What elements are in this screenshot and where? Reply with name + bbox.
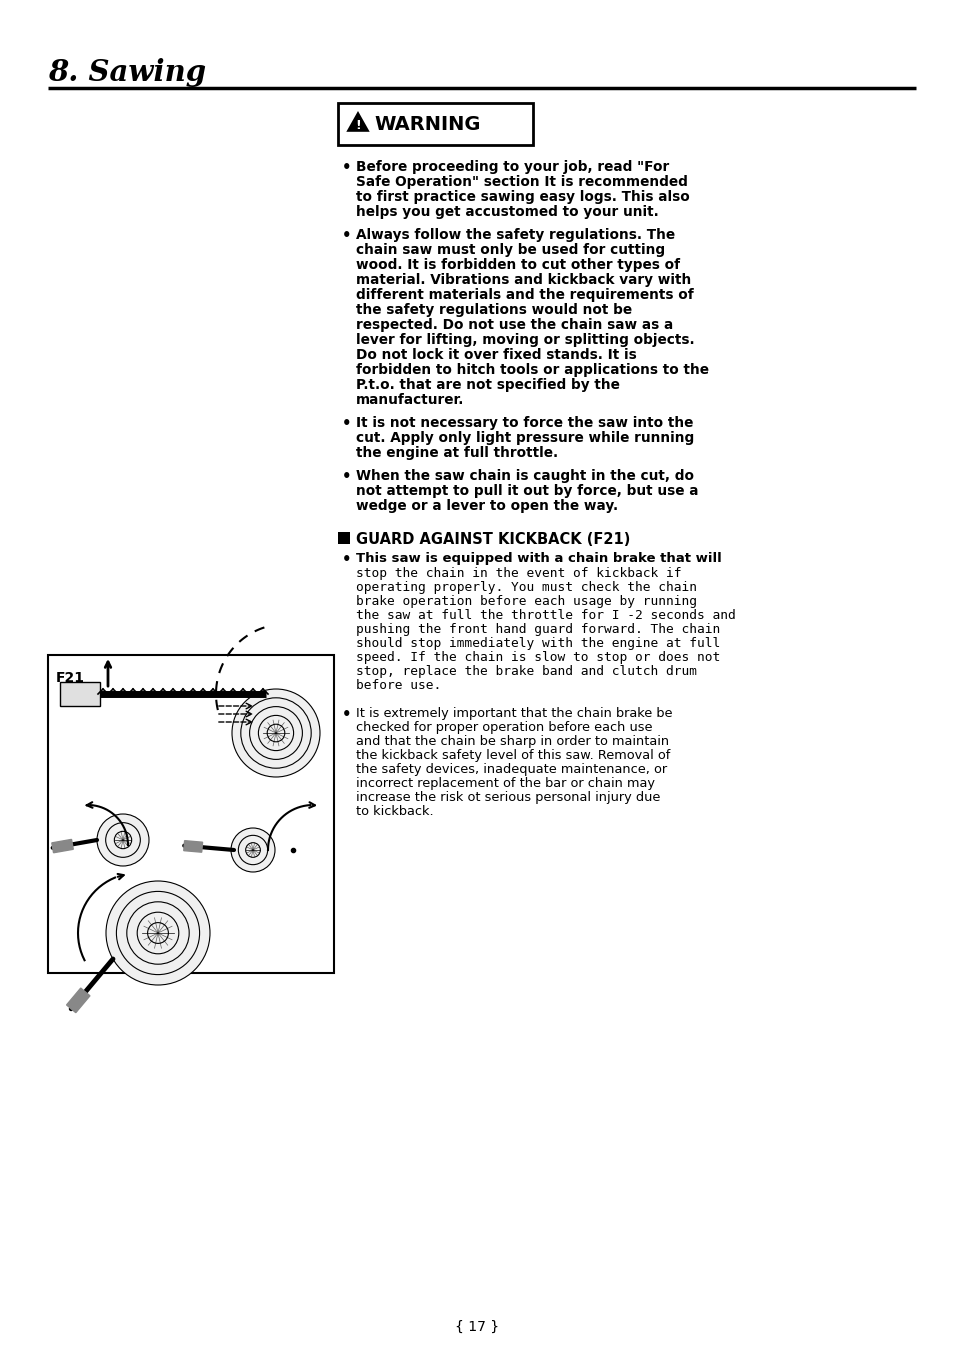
Text: cut. Apply only light pressure while running: cut. Apply only light pressure while run… <box>355 431 694 445</box>
Text: Always follow the safety regulations. The: Always follow the safety regulations. Th… <box>355 228 675 243</box>
Circle shape <box>231 828 274 872</box>
Bar <box>60 682 100 706</box>
Text: manufacturer.: manufacturer. <box>355 394 464 407</box>
Text: 8. Sawing: 8. Sawing <box>48 58 206 88</box>
Text: brake operation before each usage by running: brake operation before each usage by run… <box>355 594 697 608</box>
Circle shape <box>106 882 210 985</box>
Bar <box>48 655 334 973</box>
Text: stop, replace the brake band and clutch drum: stop, replace the brake band and clutch … <box>355 665 697 678</box>
Text: the safety regulations would not be: the safety regulations would not be <box>355 303 632 317</box>
Text: •: • <box>341 160 351 175</box>
Text: This saw is equipped with a chain brake that will: This saw is equipped with a chain brake … <box>355 551 721 565</box>
Text: increase the risk ot serious personal injury due: increase the risk ot serious personal in… <box>355 791 659 803</box>
Text: incorrect replacement of the bar or chain may: incorrect replacement of the bar or chai… <box>355 776 655 790</box>
Text: the engine at full throttle.: the engine at full throttle. <box>355 446 558 460</box>
Text: •: • <box>341 551 351 568</box>
Text: helps you get accustomed to your unit.: helps you get accustomed to your unit. <box>355 205 659 218</box>
Text: before use.: before use. <box>355 679 441 692</box>
Text: the saw at full the throttle for I -2 seconds and: the saw at full the throttle for I -2 se… <box>355 609 735 621</box>
Text: should stop immediately with the engine at full: should stop immediately with the engine … <box>355 638 720 650</box>
Text: Do not lock it over fixed stands. It is: Do not lock it over fixed stands. It is <box>355 348 636 363</box>
Text: the safety devices, inadequate maintenance, or: the safety devices, inadequate maintenan… <box>355 763 666 776</box>
Text: WARNING: WARNING <box>374 115 480 133</box>
FancyArrow shape <box>184 841 202 852</box>
Text: not attempt to pull it out by force, but use a: not attempt to pull it out by force, but… <box>355 484 698 497</box>
Text: wedge or a lever to open the way.: wedge or a lever to open the way. <box>355 499 618 514</box>
Text: •: • <box>341 469 351 484</box>
Text: F21: F21 <box>56 671 85 685</box>
Text: forbidden to hitch tools or applications to the: forbidden to hitch tools or applications… <box>355 363 708 377</box>
Text: the kickback safety level of this saw. Removal of: the kickback safety level of this saw. R… <box>355 749 670 762</box>
Text: lever for lifting, moving or splitting objects.: lever for lifting, moving or splitting o… <box>355 333 694 346</box>
Text: !: ! <box>355 120 360 132</box>
Text: material. Vibrations and kickback vary with: material. Vibrations and kickback vary w… <box>355 274 691 287</box>
Text: P.t.o. that are not specified by the: P.t.o. that are not specified by the <box>355 377 619 392</box>
Text: •: • <box>341 706 351 723</box>
FancyArrow shape <box>67 988 90 1012</box>
FancyArrow shape <box>51 840 73 853</box>
Text: pushing the front hand guard forward. The chain: pushing the front hand guard forward. Th… <box>355 623 720 636</box>
Text: different materials and the requirements of: different materials and the requirements… <box>355 288 693 302</box>
Text: { 17 }: { 17 } <box>455 1320 498 1335</box>
Circle shape <box>97 814 149 865</box>
Text: Before proceeding to your job, read "For: Before proceeding to your job, read "For <box>355 160 669 174</box>
Text: GUARD AGAINST KICKBACK (F21): GUARD AGAINST KICKBACK (F21) <box>355 532 630 547</box>
Text: stop the chain in the event of kickback if: stop the chain in the event of kickback … <box>355 568 680 580</box>
Text: Safe Operation" section It is recommended: Safe Operation" section It is recommende… <box>355 175 687 189</box>
Text: operating properly. You must check the chain: operating properly. You must check the c… <box>355 581 697 594</box>
Text: to first practice sawing easy logs. This also: to first practice sawing easy logs. This… <box>355 190 689 204</box>
Circle shape <box>232 689 319 776</box>
Text: •: • <box>341 417 351 431</box>
Text: •: • <box>341 228 351 243</box>
Text: speed. If the chain is slow to stop or does not: speed. If the chain is slow to stop or d… <box>355 651 720 665</box>
Text: and that the chain be sharp in order to maintain: and that the chain be sharp in order to … <box>355 735 668 748</box>
Text: When the saw chain is caught in the cut, do: When the saw chain is caught in the cut,… <box>355 469 693 483</box>
Text: checked for proper operation before each use: checked for proper operation before each… <box>355 721 652 735</box>
Bar <box>337 532 350 545</box>
Text: chain saw must only be used for cutting: chain saw must only be used for cutting <box>355 243 664 257</box>
Bar <box>337 102 533 146</box>
Text: to kickback.: to kickback. <box>355 805 434 818</box>
Text: It is not necessary to force the saw into the: It is not necessary to force the saw int… <box>355 417 693 430</box>
Polygon shape <box>346 111 370 132</box>
Text: wood. It is forbidden to cut other types of: wood. It is forbidden to cut other types… <box>355 257 679 272</box>
Text: respected. Do not use the chain saw as a: respected. Do not use the chain saw as a <box>355 318 673 332</box>
Text: It is extremely important that the chain brake be: It is extremely important that the chain… <box>355 706 672 720</box>
